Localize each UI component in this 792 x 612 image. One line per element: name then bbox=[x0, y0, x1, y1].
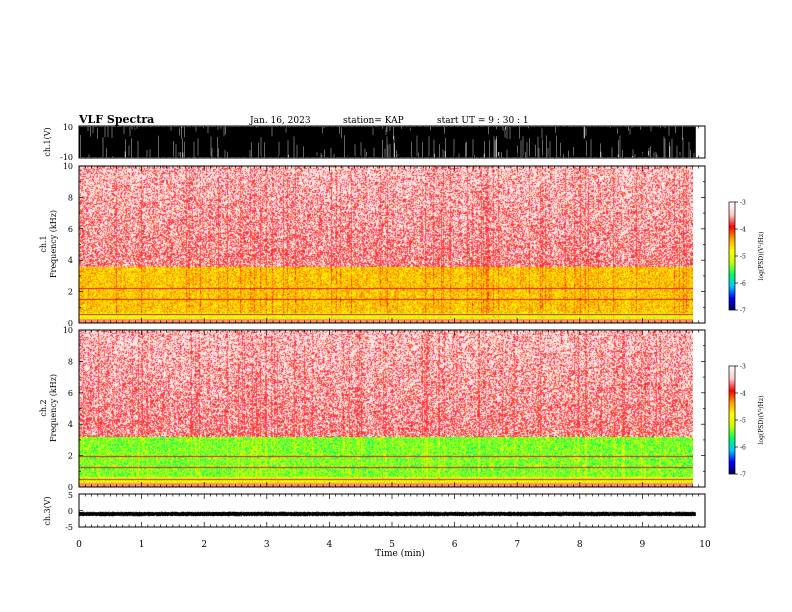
ch3-waveform-line bbox=[78, 511, 696, 517]
x-tick-label: 6 bbox=[452, 540, 458, 550]
x-tick-label: 9 bbox=[640, 540, 646, 550]
x-tick-label: 8 bbox=[577, 540, 583, 550]
y-tick-label: 4 bbox=[68, 420, 73, 429]
ch2-colorbar: -3 -4 -5 -6 -7 log(PSD)(V²/Hz) bbox=[728, 364, 765, 479]
ch1-colorbar-ticks: -3 -4 -5 -6 -7 bbox=[735, 200, 746, 315]
ch1-ylabel: ch.1(V) bbox=[43, 127, 52, 156]
x-tick-label: 7 bbox=[514, 540, 520, 550]
ch3-ytick-top: 5 bbox=[68, 491, 73, 500]
ch1-waveform-trace bbox=[78, 126, 696, 158]
station-label: station= KAP bbox=[343, 116, 404, 126]
date-label: Jan. 16, 2023 bbox=[249, 116, 311, 126]
ch2-spectrogram-yticks: 0 2 4 6 8 10 bbox=[63, 326, 705, 492]
ch3-waveform-panel: 5 0 -5 ch.3(V) 0 1 2 3 4 5 6 7 8 9 10 Time (min) bbox=[43, 126, 711, 559]
ch1-spec-ylabel-channel: ch.1 bbox=[39, 235, 48, 252]
ch1-ytick-bottom: -10 bbox=[60, 153, 73, 162]
ch1-waveform-line bbox=[78, 126, 696, 158]
x-tick-label: 10 bbox=[699, 540, 711, 550]
ch1-spec-ylabel-frequency: Frequency (kHz) bbox=[49, 210, 58, 278]
ch2-spec-ylabel-frequency: Frequency (kHz) bbox=[49, 374, 58, 442]
y-tick-label: 8 bbox=[68, 193, 73, 202]
y-tick-label: 10 bbox=[63, 162, 73, 171]
ch1-spectrogram-panel: 0 2 4 6 8 10 ch.1 Frequency (kHz) bbox=[39, 162, 706, 328]
ch3-waveform-trace bbox=[78, 493, 696, 528]
ch1-colorbar: -3 -4 -5 -6 -7 log(PSD)(V²/Hz) bbox=[728, 200, 765, 315]
colorbar-tick-label: -5 bbox=[740, 418, 746, 425]
figure-title: VLF Spectra bbox=[78, 113, 154, 126]
y-tick-label: 2 bbox=[68, 452, 73, 461]
time-axis-label: Time (min) bbox=[375, 548, 425, 559]
ch1-colorbar-label: log(PSD)(V²/Hz) bbox=[758, 232, 765, 281]
time-axis-ticks: 0 1 2 3 4 5 6 7 8 9 10 bbox=[76, 126, 711, 550]
x-tick-label: 1 bbox=[139, 540, 145, 550]
ch2-spectrogram-image bbox=[79, 330, 693, 487]
colorbar-tick-label: -7 bbox=[740, 308, 746, 315]
y-tick-label: 2 bbox=[68, 288, 73, 297]
colorbar-tick-label: -4 bbox=[740, 227, 746, 234]
ch1-spectrogram-image bbox=[79, 166, 693, 323]
y-tick-label: 8 bbox=[68, 357, 73, 366]
ch1-waveform-panel: 10 -10 ch.1(V) bbox=[43, 123, 706, 162]
ch2-spec-ylabel-channel: ch.2 bbox=[39, 399, 48, 416]
x-tick-label: 4 bbox=[327, 540, 333, 550]
x-tick-label: 2 bbox=[201, 540, 207, 550]
colorbar-tick-label: -5 bbox=[740, 254, 746, 261]
y-tick-label: 6 bbox=[68, 389, 73, 398]
ch3-ylabel: ch.3(V) bbox=[43, 496, 52, 525]
colorbar-tick-label: -6 bbox=[740, 445, 746, 452]
y-tick-label: 4 bbox=[68, 256, 73, 265]
ch1-ytick-top: 10 bbox=[63, 123, 73, 132]
colorbar-tick-label: -3 bbox=[740, 364, 746, 371]
x-tick-label: 0 bbox=[76, 540, 82, 550]
ch2-colorbar-gradient bbox=[728, 365, 736, 475]
ch2-colorbar-ticks: -3 -4 -5 -6 -7 bbox=[735, 364, 746, 479]
ch3-ytick-bottom: -5 bbox=[65, 523, 73, 532]
ch1-colorbar-gradient bbox=[728, 201, 736, 311]
x-tick-label: 3 bbox=[264, 540, 270, 550]
colorbar-tick-label: -3 bbox=[740, 200, 746, 207]
colorbar-tick-label: -7 bbox=[740, 472, 746, 479]
y-tick-label: 10 bbox=[63, 326, 73, 335]
start-time-label: start UT = 9 : 30 : 1 bbox=[437, 116, 529, 126]
ch3-ytick-mid: 0 bbox=[68, 507, 73, 516]
ch1-spectrogram-yticks: 0 2 4 6 8 10 bbox=[63, 162, 705, 328]
colorbar-tick-label: -4 bbox=[740, 391, 746, 398]
y-tick-label: 6 bbox=[68, 225, 73, 234]
ch2-spectrogram-panel: 0 2 4 6 8 10 ch.2 Frequency (kHz) bbox=[39, 326, 706, 492]
ch2-colorbar-label: log(PSD)(V²/Hz) bbox=[758, 396, 765, 445]
colorbar-tick-label: -6 bbox=[740, 281, 746, 288]
y-tick-label: 0 bbox=[68, 319, 73, 328]
y-tick-label: 0 bbox=[68, 483, 73, 492]
x-tick-label: 5 bbox=[389, 540, 395, 550]
